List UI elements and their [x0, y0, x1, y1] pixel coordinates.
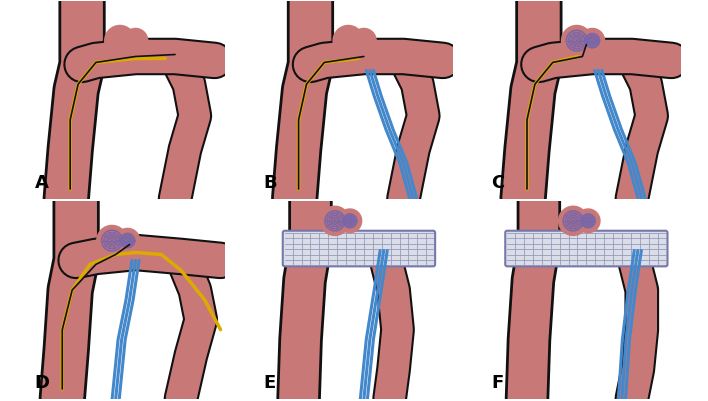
Text: B: B	[263, 174, 277, 192]
Circle shape	[105, 27, 135, 57]
Circle shape	[562, 27, 592, 57]
Circle shape	[333, 27, 363, 57]
Circle shape	[581, 30, 604, 53]
FancyBboxPatch shape	[282, 231, 435, 267]
Circle shape	[352, 30, 376, 53]
Text: F: F	[491, 373, 503, 391]
Circle shape	[124, 30, 147, 53]
Circle shape	[338, 210, 361, 233]
Text: C: C	[491, 174, 505, 192]
Text: D: D	[35, 373, 50, 391]
Circle shape	[97, 226, 127, 256]
Text: E: E	[263, 373, 275, 391]
Text: A: A	[35, 174, 48, 192]
Circle shape	[559, 207, 588, 235]
Circle shape	[577, 210, 600, 233]
Circle shape	[115, 229, 139, 253]
Circle shape	[321, 207, 349, 235]
FancyBboxPatch shape	[506, 231, 668, 267]
